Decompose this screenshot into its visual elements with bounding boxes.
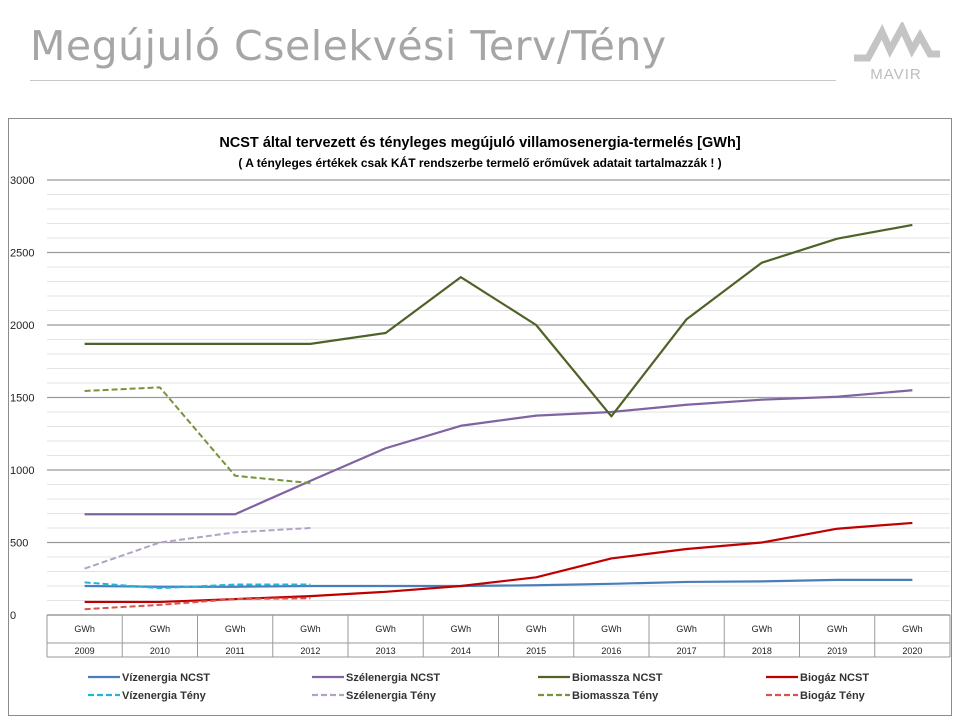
chart-title: NCST által tervezett és tényleges megúju… (219, 135, 741, 151)
x-tick-label: 2013 (376, 646, 396, 656)
y-tick-label: 500 (10, 538, 28, 550)
x-unit-label: GWh (526, 624, 547, 634)
x-tick-label: 2011 (225, 646, 244, 656)
legend-label: Biomassza NCST (572, 672, 663, 684)
x-tick-label: 2014 (451, 646, 471, 656)
title-divider (30, 80, 836, 81)
x-unit-label: GWh (676, 624, 697, 634)
x-tick-label: 2016 (601, 646, 621, 656)
legend-label: Vízenergia Tény (122, 690, 207, 702)
legend-label: Biomassza Tény (572, 690, 659, 702)
y-tick-label: 1000 (10, 465, 34, 477)
series-line-7 (84, 597, 311, 611)
series-line-4 (84, 581, 311, 590)
mavir-logo: MAVIR (848, 20, 944, 88)
x-tick-label: 2010 (150, 646, 170, 656)
x-tick-label: 2019 (827, 646, 847, 656)
x-tick-label: 2018 (752, 646, 772, 656)
chart-subtitle: ( A tényleges értékek csak KÁT rendszerb… (238, 156, 722, 170)
chart-frame (8, 118, 952, 716)
y-tick-label: 0 (10, 610, 16, 622)
series-line-1 (84, 389, 913, 516)
y-tick-label: 3000 (10, 175, 34, 187)
x-unit-label: GWh (902, 624, 923, 634)
series-line-0 (84, 578, 913, 588)
x-tick-label: 2015 (526, 646, 546, 656)
x-unit-label: GWh (74, 624, 95, 634)
y-tick-label: 1500 (10, 393, 34, 405)
x-unit-label: GWh (451, 624, 472, 634)
y-tick-label: 2500 (10, 248, 34, 260)
mavir-logo-icon (854, 20, 940, 62)
legend-label: Vízenergia NCST (122, 672, 210, 684)
x-unit-label: GWh (601, 624, 622, 634)
x-tick-label: 2012 (300, 646, 320, 656)
x-tick-label: 2009 (75, 646, 95, 656)
series-line-6 (84, 386, 311, 485)
x-tick-label: 2017 (677, 646, 697, 656)
legend-label: Szélenergia Tény (346, 690, 437, 702)
series-line-2 (84, 223, 913, 418)
x-unit-label: GWh (225, 624, 246, 634)
series-line-3 (84, 521, 913, 604)
x-unit-label: GWh (300, 624, 321, 634)
x-unit-label: GWh (375, 624, 396, 634)
series-line-5 (84, 527, 311, 570)
legend-label: Szélenergia NCST (346, 672, 440, 684)
x-unit-label: GWh (752, 624, 773, 634)
slide-title: Megújuló Cselekvési Terv/Tény (30, 22, 667, 70)
legend-label: Biogáz NCST (800, 672, 869, 684)
x-tick-label: 2020 (902, 646, 922, 656)
x-unit-label: GWh (150, 624, 171, 634)
x-unit-label: GWh (827, 624, 848, 634)
logo-text: MAVIR (870, 66, 922, 83)
y-tick-label: 2000 (10, 320, 34, 332)
legend-label: Biogáz Tény (800, 690, 866, 702)
